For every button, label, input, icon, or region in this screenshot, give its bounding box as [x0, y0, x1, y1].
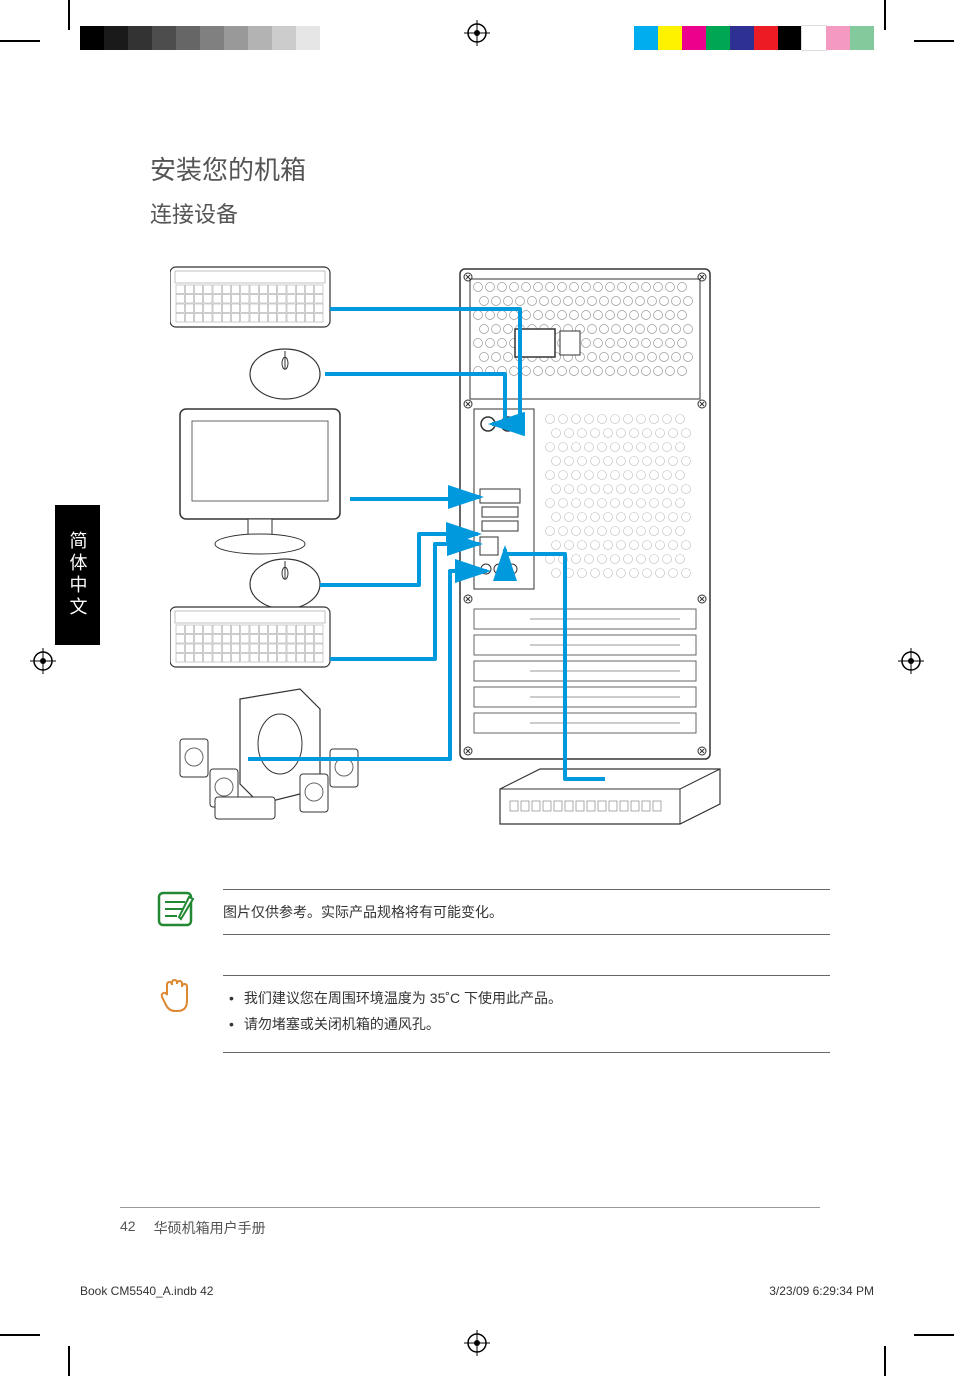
caution-list: 我们建议您在周围环境温度为 35˚C 下使用此产品。请勿堵塞或关闭机箱的通风孔。 [223, 988, 830, 1034]
reg-mark-icon [898, 648, 924, 674]
meta-date: 3/23/09 6:29:34 PM [769, 1284, 874, 1298]
pencil-note-icon [155, 889, 195, 929]
gray-swatch-bar [80, 26, 320, 50]
crop-marks-bottom [0, 1316, 954, 1376]
color-swatch-bar [634, 26, 874, 50]
reg-mark-icon [464, 20, 490, 46]
page-title: 安装您的机箱 [150, 150, 830, 187]
note-reference: 图片仅供参考。实际产品规格将有可能变化。 [155, 879, 830, 935]
page-number: 42 [120, 1218, 136, 1238]
footer-title: 华硕机箱用户手册 [154, 1218, 266, 1238]
connection-diagram [170, 259, 810, 859]
page-subtitle: 连接设备 [150, 197, 830, 229]
note-caution: 我们建议您在周围环境温度为 35˚C 下使用此产品。请勿堵塞或关闭机箱的通风孔。 [155, 965, 830, 1053]
page-footer: 42 华硕机箱用户手册 [120, 1207, 820, 1238]
hand-stop-icon [155, 975, 195, 1015]
meta-file: Book CM5540_A.indb 42 [80, 1284, 213, 1298]
language-tab: 简体中文 [55, 505, 100, 645]
meta-footer: Book CM5540_A.indb 42 3/23/09 6:29:34 PM [80, 1284, 874, 1298]
reg-mark-icon [30, 648, 56, 674]
note-text: 图片仅供参考。实际产品规格将有可能变化。 [223, 889, 830, 935]
